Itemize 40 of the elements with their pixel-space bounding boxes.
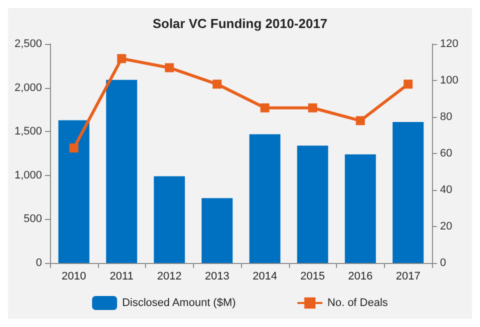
point (69, 144, 78, 153)
point (117, 54, 126, 64)
bar (392, 122, 424, 263)
y2-tick-label: 0 (440, 257, 446, 269)
point (260, 103, 270, 112)
y-tick-label: 0 (36, 257, 42, 269)
x-tick-label: 2015 (300, 270, 325, 282)
legend-label: No. of Deals (327, 297, 388, 309)
y2-tick-label: 100 (440, 74, 458, 86)
x-tick-label: 2013 (204, 270, 230, 282)
y2-tick-label: 60 (440, 148, 452, 160)
bar (154, 176, 185, 263)
y-tick-label: 1,000 (14, 169, 42, 182)
point (212, 80, 222, 89)
x-tick-label: 2010 (62, 270, 86, 282)
x-tick-label: 2011 (110, 270, 134, 282)
point (404, 80, 413, 89)
point (164, 63, 174, 72)
x-tick-label: 2016 (348, 270, 373, 282)
x-tick-label: 2012 (157, 270, 182, 282)
point (356, 116, 365, 126)
x-tick-label: 2017 (396, 270, 420, 282)
bar (58, 120, 90, 263)
legend-label: Disclosed Amount ($M) (122, 297, 236, 309)
y-tick-label: 2,500 (14, 38, 42, 50)
y2-tick-label: 20 (440, 220, 452, 232)
y2-tick-label: 120 (440, 38, 458, 50)
bar (344, 154, 376, 263)
bar (249, 134, 280, 263)
y-tick-label: 1,500 (14, 126, 42, 138)
x-tick-label: 2014 (252, 270, 278, 282)
bar (297, 146, 328, 263)
point (308, 103, 318, 112)
y2-tick-label: 40 (440, 184, 452, 196)
chart-title: Solar VC Funding 2010-2017 (152, 16, 328, 31)
y-tick-label: 500 (24, 213, 42, 226)
bar (106, 80, 138, 263)
y2-tick-label: 80 (440, 111, 452, 123)
y-tick-label: 2,000 (14, 82, 42, 94)
bar (202, 198, 233, 263)
